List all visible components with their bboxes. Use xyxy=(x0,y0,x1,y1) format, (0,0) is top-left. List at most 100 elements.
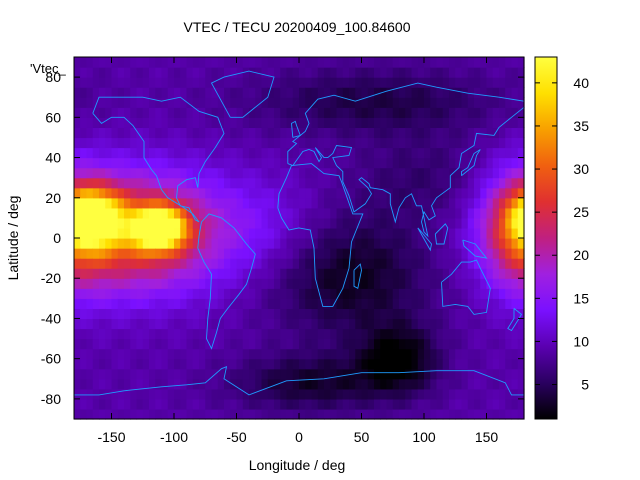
heatmap-cell xyxy=(342,107,350,118)
heatmap-cell xyxy=(380,368,388,380)
heatmap-cell xyxy=(99,207,106,219)
heatmap-cell xyxy=(161,117,169,128)
heatmap-cell xyxy=(374,408,381,420)
heatmap-cell xyxy=(330,268,338,279)
heatmap-cell xyxy=(461,248,469,259)
heatmap-cell xyxy=(286,338,294,350)
heatmap-cell xyxy=(217,378,225,390)
heatmap-cell xyxy=(155,217,163,229)
heatmap-cell xyxy=(180,207,188,219)
heatmap-cell xyxy=(105,248,113,259)
heatmap-cell xyxy=(99,77,106,88)
heatmap-cell xyxy=(130,217,138,229)
heatmap-cell xyxy=(392,217,400,229)
heatmap-cell xyxy=(480,298,488,309)
heatmap-cell xyxy=(161,298,169,309)
heatmap-cell xyxy=(455,107,463,118)
heatmap-cell xyxy=(349,288,356,299)
heatmap-cell xyxy=(461,388,469,400)
heatmap-cell xyxy=(480,248,488,259)
heatmap-cell xyxy=(149,217,156,229)
y-tick-label: -60 xyxy=(41,351,61,367)
heatmap-cell xyxy=(242,268,250,279)
heatmap-cell xyxy=(249,87,256,98)
heatmap-cell xyxy=(242,177,250,189)
heatmap-cell xyxy=(217,77,225,88)
heatmap-cell xyxy=(111,268,119,279)
heatmap-cell xyxy=(255,117,263,128)
heatmap-cell xyxy=(317,368,325,380)
heatmap-cell xyxy=(105,207,113,219)
heatmap-cell xyxy=(292,187,300,199)
y-tick-label: -40 xyxy=(41,310,61,326)
heatmap-cell xyxy=(367,388,375,400)
heatmap-cell xyxy=(480,318,488,330)
heatmap-cell xyxy=(280,338,288,350)
heatmap-cell xyxy=(217,157,225,169)
heatmap-cell xyxy=(461,147,469,159)
heatmap-cell xyxy=(224,318,231,330)
heatmap-cell xyxy=(205,117,213,128)
heatmap-cell xyxy=(505,288,513,299)
heatmap-cell xyxy=(280,157,288,169)
heatmap-cell xyxy=(149,378,156,390)
x-tick-label: -50 xyxy=(226,429,246,445)
heatmap-cell xyxy=(105,107,113,118)
heatmap-cell xyxy=(286,97,294,108)
heatmap-cell xyxy=(99,378,106,390)
y-tick-label: 0 xyxy=(53,230,61,246)
heatmap-cell xyxy=(430,137,438,149)
heatmap-cell xyxy=(342,298,350,309)
heatmap-cell xyxy=(324,318,331,330)
heatmap-cell xyxy=(380,227,388,239)
heatmap-cell xyxy=(511,127,519,139)
heatmap-cell xyxy=(461,117,469,128)
heatmap-cell xyxy=(249,137,256,149)
heatmap-cell xyxy=(242,187,250,199)
heatmap-cell xyxy=(161,57,169,68)
heatmap-cell xyxy=(349,87,356,98)
heatmap-cell xyxy=(236,278,244,289)
heatmap-cell xyxy=(274,398,281,410)
heatmap-cell xyxy=(367,197,375,209)
heatmap-cell xyxy=(355,388,363,400)
heatmap-cell xyxy=(505,217,513,229)
heatmap-cell xyxy=(199,248,206,259)
heatmap-cell xyxy=(405,308,413,320)
heatmap-cell xyxy=(161,177,169,189)
heatmap-cell xyxy=(211,217,219,229)
heatmap-cell xyxy=(436,117,444,128)
heatmap-cell xyxy=(192,67,200,78)
heatmap-cell xyxy=(342,117,350,128)
heatmap-cell xyxy=(367,288,375,299)
heatmap-cell xyxy=(480,268,488,279)
heatmap-cell xyxy=(242,318,250,330)
heatmap-cell xyxy=(411,278,419,289)
heatmap-cell xyxy=(461,378,469,390)
heatmap-cell xyxy=(199,77,206,88)
heatmap-cell xyxy=(180,248,188,259)
heatmap-cell xyxy=(117,398,125,410)
heatmap-cell xyxy=(342,167,350,179)
heatmap-cell xyxy=(92,197,100,209)
colorbar xyxy=(534,56,558,420)
heatmap-cell xyxy=(86,187,94,199)
heatmap-cell xyxy=(480,278,488,289)
heatmap-cell xyxy=(449,137,456,149)
heatmap-cell xyxy=(211,177,219,189)
heatmap-cell xyxy=(455,57,463,68)
heatmap-cell xyxy=(317,238,325,249)
heatmap-cell xyxy=(455,348,463,360)
heatmap-cell xyxy=(236,187,244,199)
heatmap-cell xyxy=(392,77,400,88)
heatmap-cell xyxy=(455,388,463,400)
heatmap-cell xyxy=(449,338,456,350)
heatmap-cell xyxy=(236,408,244,420)
heatmap-cell xyxy=(124,197,131,209)
heatmap-cell xyxy=(399,258,406,269)
heatmap-cell xyxy=(311,117,319,128)
heatmap-cell xyxy=(117,177,125,189)
heatmap-cell xyxy=(505,348,513,360)
heatmap-cell xyxy=(480,167,488,179)
heatmap-cell xyxy=(280,147,288,159)
